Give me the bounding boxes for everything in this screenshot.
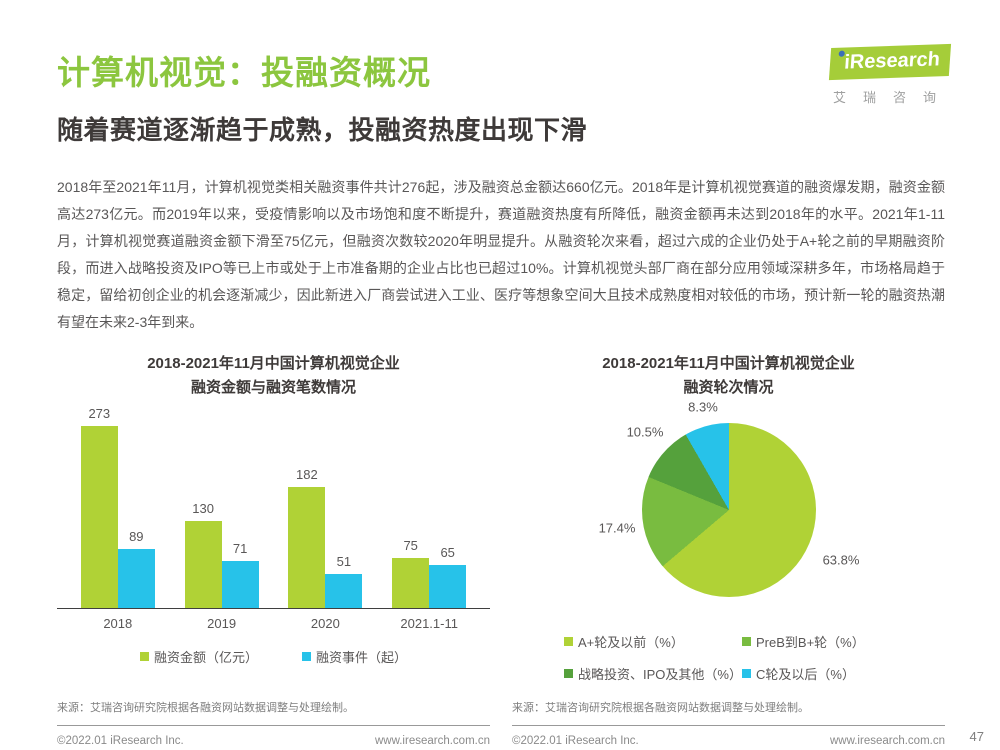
bar-x-labels: 2018 2019 2020 2021.1-11	[57, 616, 490, 631]
bar-plot: 273 89 130 71 182 51 75 65	[57, 406, 490, 609]
bar-chart-title-line1: 2018-2021年11月中国计算机视觉企业	[147, 355, 400, 372]
legend-swatch-icon	[139, 652, 149, 661]
bar-chart-section: 2018-2021年11月中国计算机视觉企业 融资金额与融资笔数情况 273 89…	[57, 352, 490, 683]
bar-legend: 融资金额（亿元） 融资事件（起）	[57, 647, 490, 666]
bar-series1-2020: 51	[325, 554, 363, 608]
iresearch-logo-banner: iResearch	[828, 43, 952, 81]
website-right: www.iresearch.com.cn	[829, 735, 945, 747]
bar-value-label: 71	[232, 540, 248, 556]
bar-group: 75 65	[386, 538, 472, 608]
legend-item: 融资金额（亿元）	[139, 647, 258, 666]
pie-chart-section: 2018-2021年11月中国计算机视觉企业 融资轮次情况 63.8% 17.4%…	[512, 352, 945, 683]
legend-label: PreB到B+轮（%）	[756, 635, 865, 650]
bar-series1-2021.1-11: 65	[429, 545, 467, 608]
legend-item: C轮及以后（%）	[742, 664, 945, 683]
page-subtitle: 随着赛道逐渐趋于成熟，投融资热度出现下滑	[57, 115, 588, 145]
legend-swatch-icon	[742, 637, 751, 646]
legend-swatch-icon	[742, 669, 751, 678]
copyright-left: ©2022.01 iResearch Inc.	[57, 735, 184, 747]
bar-value-label: 130	[192, 501, 214, 517]
footer-row: ©2022.01 iResearch Inc. www.iresearch.co…	[57, 725, 945, 747]
pie-value-label: 63.8%	[822, 552, 860, 568]
x-axis-label: 2018	[103, 616, 133, 631]
bar-chart-title-line2: 融资金额与融资笔数情况	[190, 379, 356, 396]
iresearch-logo-text: iResearch	[843, 48, 941, 74]
footer-left: ©2022.01 iResearch Inc. www.iresearch.co…	[57, 725, 490, 747]
legend-item: PreB到B+轮（%）	[742, 632, 945, 651]
pie-chart-title: 2018-2021年11月中国计算机视觉企业 融资轮次情况	[512, 352, 945, 400]
source-note-right: 来源：艾瑞咨询研究院根据各融资网站数据调整与处理绘制。	[512, 702, 809, 714]
website-left: www.iresearch.com.cn	[374, 735, 490, 747]
bar-value-label: 51	[336, 554, 352, 569]
bar-series0-2018: 273	[80, 406, 118, 608]
sources-row: 来源：艾瑞咨询研究院根据各融资网站数据调整与处理绘制。 来源：艾瑞咨询研究院根据…	[57, 699, 945, 715]
bar-series0-2019: 130	[184, 501, 222, 608]
legend-item: 战略投资、IPO及其他（%）	[564, 664, 742, 683]
pie-area: 63.8% 17.4% 10.5% 8.3%	[512, 400, 945, 628]
bar-value-label: 182	[296, 466, 318, 482]
pie-value-label: 17.4%	[598, 520, 636, 536]
bar-series1-2019: 71	[221, 541, 259, 608]
legend-item: 融资事件（起）	[302, 647, 407, 666]
bar-series0-2021.1-11: 75	[392, 538, 430, 608]
page-title: 计算机视觉：投融资概况	[57, 54, 431, 91]
page-number: 47	[969, 729, 984, 744]
legend-swatch-icon	[564, 637, 573, 646]
legend-swatch-icon	[302, 652, 311, 661]
bar-group: 182 51	[282, 467, 368, 608]
bar-value-label: 273	[88, 406, 111, 421]
legend-item: A+轮及以前（%）	[564, 632, 742, 651]
bar-series1-2018: 89	[117, 529, 155, 608]
body-paragraph: 2018年至2021年11月，计算机视觉类相关融资事件共计276起，涉及融资总金…	[57, 179, 945, 330]
bar-value-label: 65	[440, 544, 455, 560]
pie-value-label: 8.3%	[688, 399, 718, 415]
footer-right: ©2022.01 iResearch Inc. www.iresearch.co…	[512, 725, 945, 747]
iresearch-logo-chinese: 艾瑞咨询	[833, 90, 954, 105]
legend-label: 融资事件（起）	[316, 650, 408, 665]
bar-chart-title: 2018-2021年11月中国计算机视觉企业 融资金额与融资笔数情况	[57, 352, 490, 400]
legend-label: A+轮及以前（%）	[578, 635, 684, 650]
bar-value-label: 75	[403, 538, 418, 553]
pie-legend: A+轮及以前（%） PreB到B+轮（%） 战略投资、IPO及其他（%） C轮及以后（…	[564, 632, 945, 683]
copyright-right: ©2022.01 iResearch Inc.	[512, 735, 639, 747]
legend-swatch-icon	[564, 669, 573, 678]
bar-value-label: 89	[129, 528, 144, 544]
x-axis-label: 2021.1-11	[400, 616, 458, 631]
legend-label: C轮及以后（%）	[756, 667, 855, 682]
pie-chart-title-line2: 融资轮次情况	[683, 379, 774, 396]
charts-row: 2018-2021年11月中国计算机视觉企业 融资金额与融资笔数情况 273 89…	[57, 352, 945, 683]
pie	[641, 423, 816, 597]
bar-group: 130 71	[179, 501, 265, 608]
pie-chart-title-line1: 2018-2021年11月中国计算机视觉企业	[602, 355, 855, 372]
bar-series0-2020: 182	[288, 467, 326, 608]
bar-group: 273 89	[75, 406, 161, 608]
pie-value-label: 10.5%	[626, 424, 664, 440]
iresearch-logo: iResearch 艾瑞咨询	[828, 43, 954, 106]
legend-label: 融资金额（亿元）	[153, 650, 258, 665]
source-note-left: 来源：艾瑞咨询研究院根据各融资网站数据调整与处理绘制。	[57, 702, 354, 714]
legend-label: 战略投资、IPO及其他（%）	[578, 667, 742, 682]
x-axis-label: 2019	[207, 616, 237, 631]
x-axis-label: 2020	[310, 616, 340, 631]
